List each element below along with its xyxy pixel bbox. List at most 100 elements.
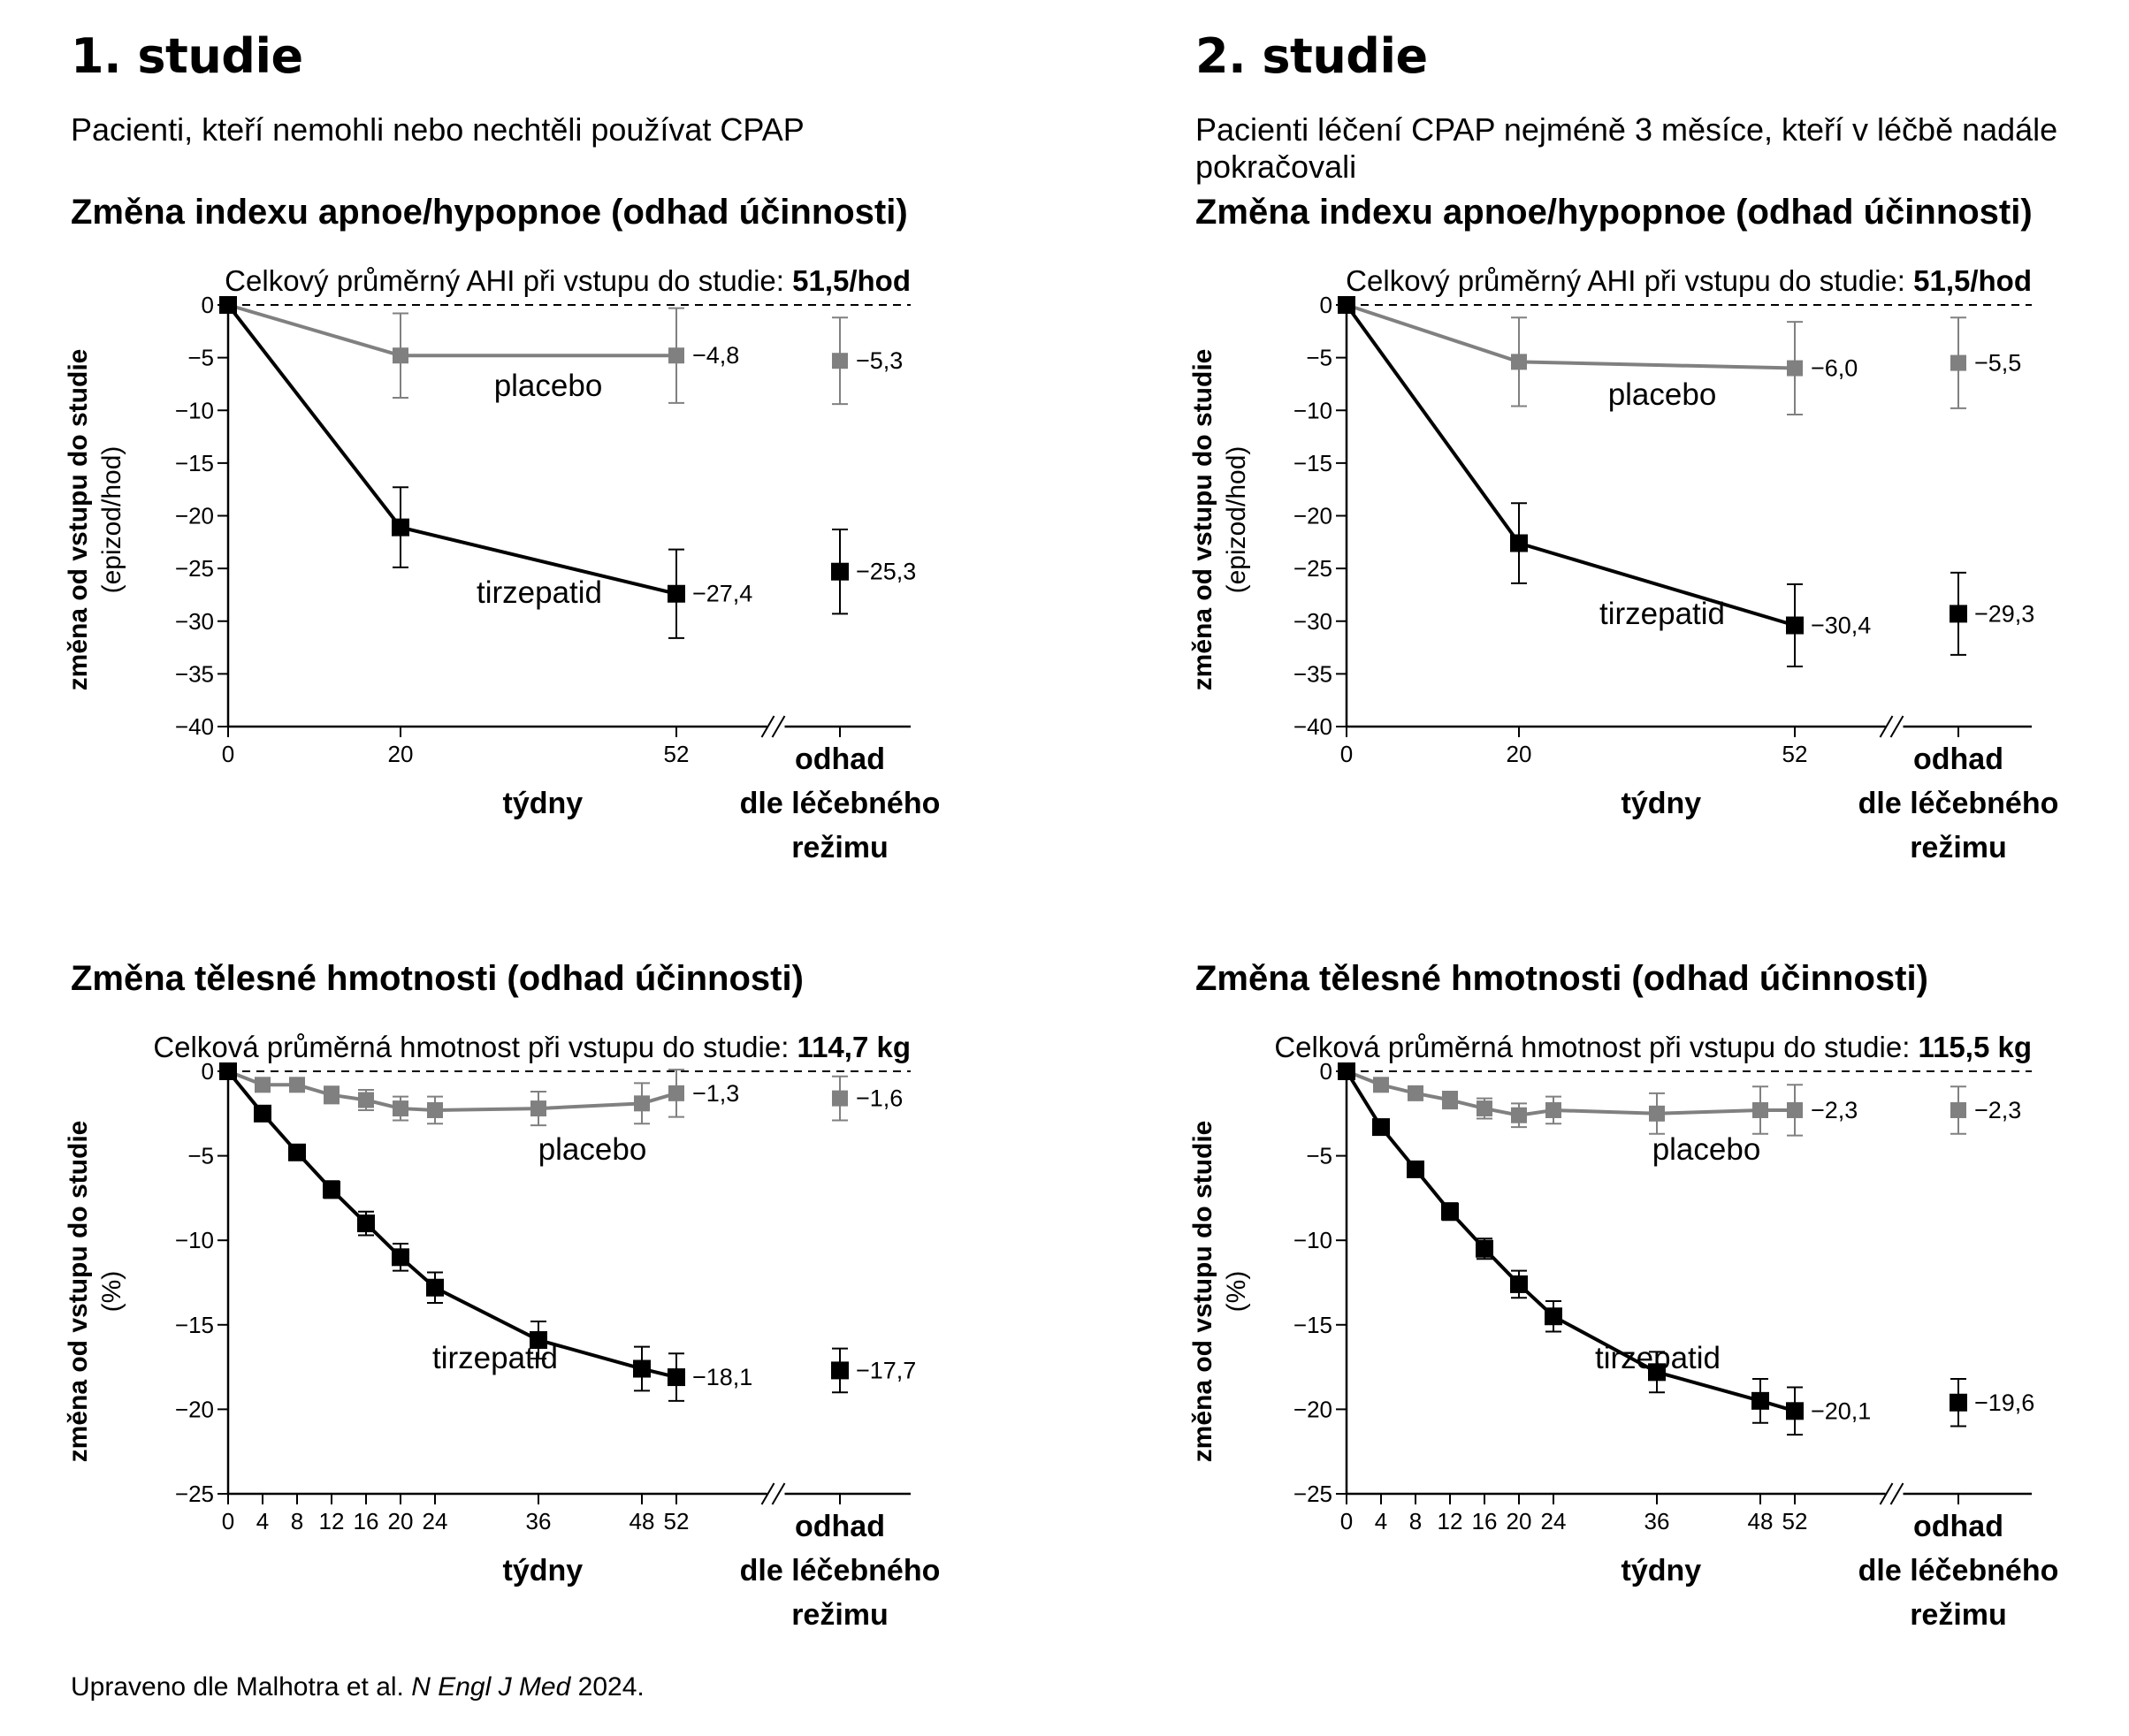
y-tick-label: −15 <box>175 450 214 476</box>
data-point-placebo <box>1511 1107 1527 1123</box>
series-label-placebo: placebo <box>1608 377 1717 412</box>
y-tick-label: −5 <box>1306 345 1332 371</box>
x-tick-label: 8 <box>291 1508 303 1534</box>
ahi-chart-title-2: Změna indexu apnoe/hypopnoe (odhad účinn… <box>1195 193 2033 232</box>
x-tick-label: 48 <box>1748 1508 1774 1534</box>
x-tick-label: 0 <box>1340 1508 1353 1534</box>
axis-break-mark <box>760 715 775 738</box>
data-point-tirzepatid <box>1751 1391 1769 1410</box>
end-value-label-placebo: −1,3 <box>692 1080 739 1107</box>
estimand-axis-label: režimu <box>791 1598 889 1632</box>
y-tick-label: 0 <box>202 1058 214 1085</box>
y-tick-label: −20 <box>1293 503 1332 529</box>
series-line-placebo <box>1346 1070 1795 1117</box>
data-point-placebo <box>427 1101 443 1118</box>
series-label-tirzepatid: tirzepatid <box>477 575 602 610</box>
x-tick-label: 24 <box>1541 1508 1567 1534</box>
estimand-value-label-tirzepatid: −29,3 <box>1974 600 2034 627</box>
x-axis-label: týdny <box>1622 787 1702 820</box>
end-value-label-placebo: −4,8 <box>692 342 739 369</box>
data-point-placebo <box>358 1092 374 1108</box>
data-point-placebo <box>634 1095 650 1112</box>
data-point-tirzepatid <box>1407 1160 1424 1178</box>
y-tick-label: −10 <box>175 397 214 423</box>
weight-chart-title-1: Změna tělesné hmotnosti (odhad účinnosti… <box>71 959 804 998</box>
end-value-label-placebo: −6,0 <box>1811 355 1858 382</box>
end-value-label-placebo: −2,3 <box>1811 1097 1858 1123</box>
estimand-point-placebo <box>1950 354 1966 371</box>
axis-break-mark <box>1879 715 1894 738</box>
data-point-placebo <box>255 1077 271 1093</box>
estimand-value-label-placebo: −5,5 <box>1974 350 2021 377</box>
data-point-placebo <box>393 1100 408 1117</box>
y-tick-label: −5 <box>1306 1143 1332 1169</box>
data-point-placebo <box>289 1077 305 1093</box>
y-tick-label: −5 <box>187 345 214 371</box>
x-tick-label: 4 <box>1375 1508 1387 1534</box>
data-point-tirzepatid <box>1786 616 1804 635</box>
baseline-label-text: Celková průměrná hmotnost při vstupu do … <box>153 1031 797 1063</box>
data-point-tirzepatid <box>1441 1202 1459 1221</box>
data-point-tirzepatid <box>288 1143 306 1161</box>
data-point-placebo <box>1752 1101 1768 1118</box>
data-point-placebo <box>1787 1101 1803 1118</box>
y-tick-label: −30 <box>175 608 214 635</box>
study-1-subtitle: Pacienti, kteří nemohli nebo nechtěli po… <box>71 111 805 148</box>
series-line-tirzepatid <box>1345 1070 1796 1413</box>
x-tick-label: 52 <box>664 1508 690 1534</box>
x-tick-label: 52 <box>664 741 690 767</box>
baseline-label-text: Celkový průměrný AHI při vstupu do studi… <box>1346 264 1913 297</box>
x-tick-label: 52 <box>1782 741 1808 767</box>
data-point-tirzepatid <box>1510 534 1528 552</box>
data-point-placebo <box>1373 1077 1389 1093</box>
data-point-tirzepatid <box>668 1368 685 1387</box>
baseline-label: Celková průměrná hmotnost při vstupu do … <box>153 1031 911 1063</box>
estimand-axis-label: odhad <box>1913 742 2003 776</box>
series-label-placebo: placebo <box>1652 1132 1761 1167</box>
baseline-value: 114,7 kg <box>797 1031 911 1063</box>
data-point-tirzepatid <box>426 1278 444 1297</box>
end-value-label-tirzepatid: −30,4 <box>1811 613 1871 639</box>
y-tick-label: −10 <box>1293 397 1332 423</box>
y-tick-label: −20 <box>175 503 214 529</box>
y-tick-label: −40 <box>175 713 214 740</box>
data-point-tirzepatid <box>392 1248 409 1267</box>
data-point-tirzepatid <box>1372 1118 1390 1137</box>
y-tick-label: −15 <box>175 1312 214 1338</box>
x-tick-label: 20 <box>388 1508 414 1534</box>
estimand-axis-label: dle léčebného <box>740 1554 941 1588</box>
data-point-tirzepatid <box>1338 1062 1355 1080</box>
y-tick-label: −5 <box>187 1143 214 1169</box>
x-tick-label: 20 <box>388 741 414 767</box>
x-tick-label: 8 <box>1409 1508 1422 1534</box>
data-point-tirzepatid <box>392 518 409 537</box>
estimand-value-label-placebo: −1,6 <box>856 1085 903 1112</box>
series-label-tirzepatid: tirzepatid <box>1599 597 1725 631</box>
series-label-tirzepatid: tirzepatid <box>432 1341 558 1375</box>
x-axis-label: týdny <box>1622 1554 1702 1588</box>
y-tick-label: −20 <box>1293 1396 1332 1422</box>
estimand-point-placebo <box>832 353 848 369</box>
estimand-point-tirzepatid <box>1950 605 1967 623</box>
y-tick-label: −25 <box>1293 1481 1332 1507</box>
data-point-placebo <box>324 1086 340 1103</box>
y-tick-label: −10 <box>175 1227 214 1253</box>
y-tick-label: −35 <box>1293 660 1332 687</box>
data-point-tirzepatid <box>219 296 237 314</box>
estimand-value-label-tirzepatid: −17,7 <box>856 1357 916 1383</box>
x-tick-label: 4 <box>256 1508 269 1534</box>
data-point-tirzepatid <box>668 584 685 603</box>
x-tick-label: 20 <box>1507 741 1532 767</box>
data-point-tirzepatid <box>357 1214 375 1233</box>
y-tick-label: −40 <box>1293 713 1332 740</box>
ahi-chart-study-1: Celkový průměrný AHI při vstupu do studi… <box>175 264 940 864</box>
footnote-journal: N Engl J Med <box>411 1672 571 1702</box>
estimand-axis-label: dle léčebného <box>1858 787 2059 820</box>
data-point-tirzepatid <box>1476 1239 1493 1258</box>
study-2-title: 2. studie <box>1195 28 1428 84</box>
x-tick-label: 16 <box>354 1508 379 1534</box>
data-point-tirzepatid <box>1648 1363 1666 1382</box>
data-point-tirzepatid <box>323 1180 340 1199</box>
y-tick-label: −15 <box>1293 450 1332 476</box>
x-tick-label: 12 <box>319 1508 345 1534</box>
